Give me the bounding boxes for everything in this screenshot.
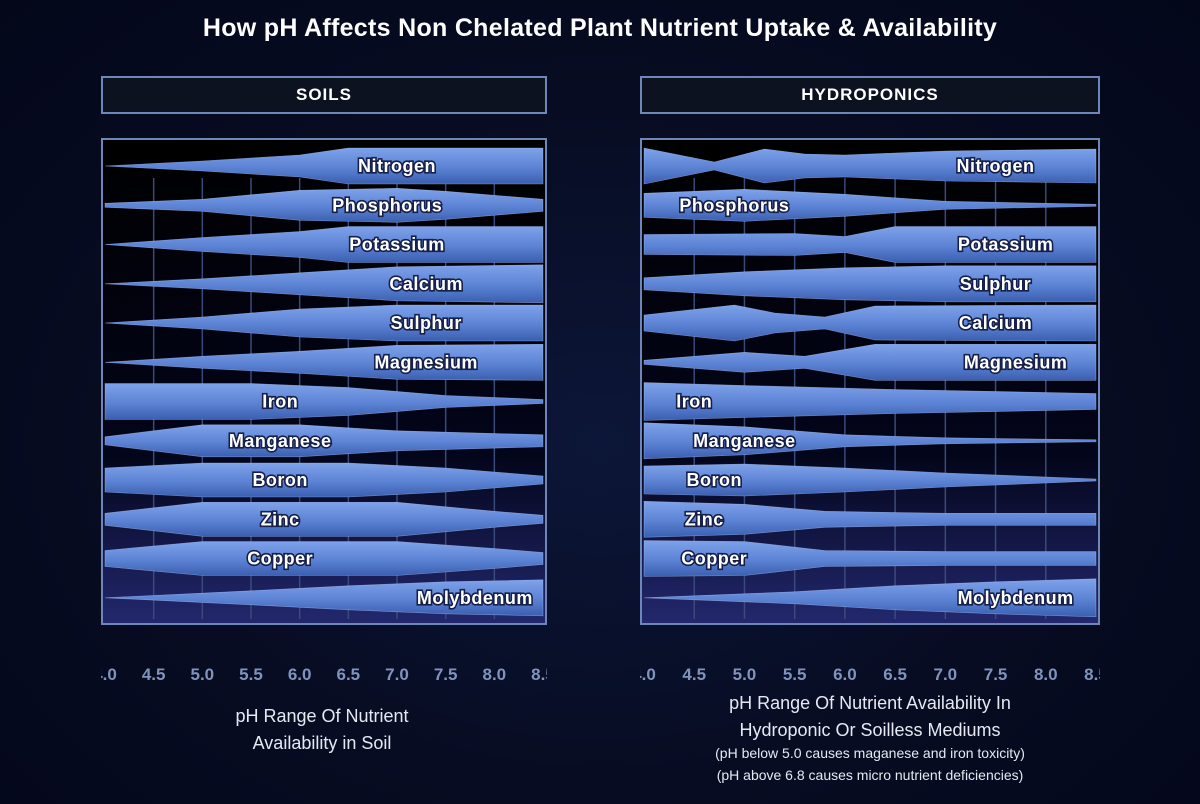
hydro-band-calcium bbox=[643, 304, 1097, 342]
soils-band-nitrogen bbox=[104, 147, 544, 185]
soils-panel-header: SOILS bbox=[101, 76, 547, 114]
hydroponics-note-deficiency: (pH above 6.8 causes micro nutrient defi… bbox=[716, 767, 1024, 783]
soils-tick-label: 8.5 bbox=[531, 665, 547, 684]
soils-label-sulphur: Sulphur bbox=[390, 313, 462, 333]
soils-label-boron: Boron bbox=[252, 470, 308, 490]
soils-tick-label: 5.0 bbox=[191, 665, 215, 684]
hydro-label-phosphorus: Phosphorus bbox=[679, 195, 789, 215]
soils-band-copper bbox=[104, 541, 544, 576]
hydro-label-potassium: Potassium bbox=[958, 235, 1054, 255]
soils-plot-frame bbox=[101, 138, 547, 625]
soils-label-manganese: Manganese bbox=[229, 431, 332, 451]
hydro-label-manganese: Manganese bbox=[693, 431, 796, 451]
soils-axis-caption: pH Range Of Nutrient Availability in Soi… bbox=[172, 703, 472, 757]
soils-tick-label: 4.5 bbox=[142, 665, 166, 684]
hydro-tick-label: 7.5 bbox=[984, 665, 1008, 684]
hydro-label-zinc: Zinc bbox=[685, 509, 724, 529]
hydro-label-iron: Iron bbox=[676, 392, 712, 412]
hydro-tick-label: 6.0 bbox=[833, 665, 857, 684]
hydroponics-axis-caption: pH Range Of Nutrient Availability In Hyd… bbox=[620, 690, 1120, 744]
hydroponics-note-toxicity: (pH below 5.0 causes maganese and iron t… bbox=[715, 745, 1025, 761]
hydro-label-molybdenum: Molybdenum bbox=[958, 588, 1074, 608]
soils-band-molybdenum bbox=[104, 579, 544, 617]
hydroponics-caption-line-2: Hydroponic Or Soilless Mediums bbox=[739, 720, 1001, 740]
soils-band-magnesium bbox=[104, 343, 544, 381]
hydro-tick-label: 7.0 bbox=[934, 665, 958, 684]
soils-label-phosphorus: Phosphorus bbox=[332, 195, 442, 215]
soils-band-zinc bbox=[104, 502, 544, 537]
hydro-band-copper bbox=[643, 540, 1097, 577]
hydro-label-nitrogen: Nitrogen bbox=[957, 156, 1035, 176]
hydro-band-molybdenum bbox=[643, 578, 1097, 618]
hydro-band-sulphur bbox=[643, 265, 1097, 303]
hydro-band-potassium bbox=[643, 226, 1097, 263]
soils-band-iron bbox=[104, 383, 544, 420]
soils-tick-label: 8.0 bbox=[483, 665, 507, 684]
soils-label-potassium: Potassium bbox=[349, 235, 445, 255]
hydro-band-magnesium bbox=[643, 344, 1097, 381]
hydro-plot-frame bbox=[640, 138, 1100, 625]
hydro-tick-label: 6.5 bbox=[883, 665, 907, 684]
soils-label-magnesium: Magnesium bbox=[374, 352, 478, 372]
hydro-label-sulphur: Sulphur bbox=[960, 274, 1032, 294]
hydro-band-phosphorus bbox=[643, 188, 1097, 222]
hydroponics-panel-header: HYDROPONICS bbox=[640, 76, 1100, 114]
soils-tick-label: 7.5 bbox=[434, 665, 458, 684]
soils-label-nitrogen: Nitrogen bbox=[358, 156, 436, 176]
soils-label-calcium: Calcium bbox=[389, 274, 463, 294]
soils-tick-label: 5.5 bbox=[239, 665, 263, 684]
hydro-tick-label: 4.5 bbox=[682, 665, 706, 684]
soils-band-calcium bbox=[104, 264, 544, 304]
soils-tick-label: 7.0 bbox=[385, 665, 409, 684]
hydro-band-iron bbox=[643, 382, 1097, 421]
hydro-tick-label: 8.5 bbox=[1084, 665, 1100, 684]
soils-tick-label: 4.0 bbox=[101, 665, 117, 684]
hydro-tick-label: 4.0 bbox=[640, 665, 656, 684]
soils-caption-line-1: pH Range Of Nutrient bbox=[235, 706, 409, 726]
soils-chart: Nitrogen Phosphorus Potassium Calcium Sulphu… bbox=[101, 138, 547, 684]
hydro-label-calcium: Calcium bbox=[959, 313, 1033, 333]
hydro-band-nitrogen bbox=[643, 147, 1097, 185]
soils-label-molybdenum: Molybdenum bbox=[417, 588, 533, 608]
soils-band-potassium bbox=[104, 226, 544, 263]
hydro-tick-label: 5.0 bbox=[733, 665, 757, 684]
soils-label-zinc: Zinc bbox=[261, 509, 300, 529]
soils-label-copper: Copper bbox=[247, 549, 313, 569]
soils-label-iron: Iron bbox=[262, 392, 298, 412]
soils-band-manganese bbox=[104, 424, 544, 458]
soils-tick-label: 6.0 bbox=[288, 665, 312, 684]
hydro-label-magnesium: Magnesium bbox=[964, 352, 1068, 372]
hydroponics-caption-line-1: pH Range Of Nutrient Availability In bbox=[729, 693, 1011, 713]
hydro-label-boron: Boron bbox=[687, 470, 743, 490]
soils-band-sulphur bbox=[104, 304, 544, 342]
hydro-tick-label: 5.5 bbox=[783, 665, 807, 684]
soils-caption-line-2: Availability in Soil bbox=[252, 733, 392, 753]
soils-band-phosphorus bbox=[104, 187, 544, 223]
hydro-band-manganese bbox=[643, 422, 1097, 460]
soils-band-boron bbox=[104, 462, 544, 498]
hydro-band-boron bbox=[643, 463, 1097, 497]
hydroponics-chart: Nitrogen Phosphorus Potassium Sulphur Calciu… bbox=[640, 138, 1100, 684]
soils-tick-label: 6.5 bbox=[337, 665, 361, 684]
hydro-label-copper: Copper bbox=[681, 549, 747, 569]
hydro-tick-label: 8.0 bbox=[1034, 665, 1058, 684]
page-title: How pH Affects Non Chelated Plant Nutrie… bbox=[202, 14, 998, 42]
hydro-band-zinc bbox=[643, 500, 1097, 538]
